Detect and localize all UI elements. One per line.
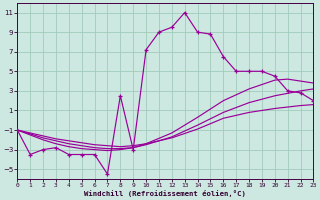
X-axis label: Windchill (Refroidissement éolien,°C): Windchill (Refroidissement éolien,°C) (84, 190, 246, 197)
